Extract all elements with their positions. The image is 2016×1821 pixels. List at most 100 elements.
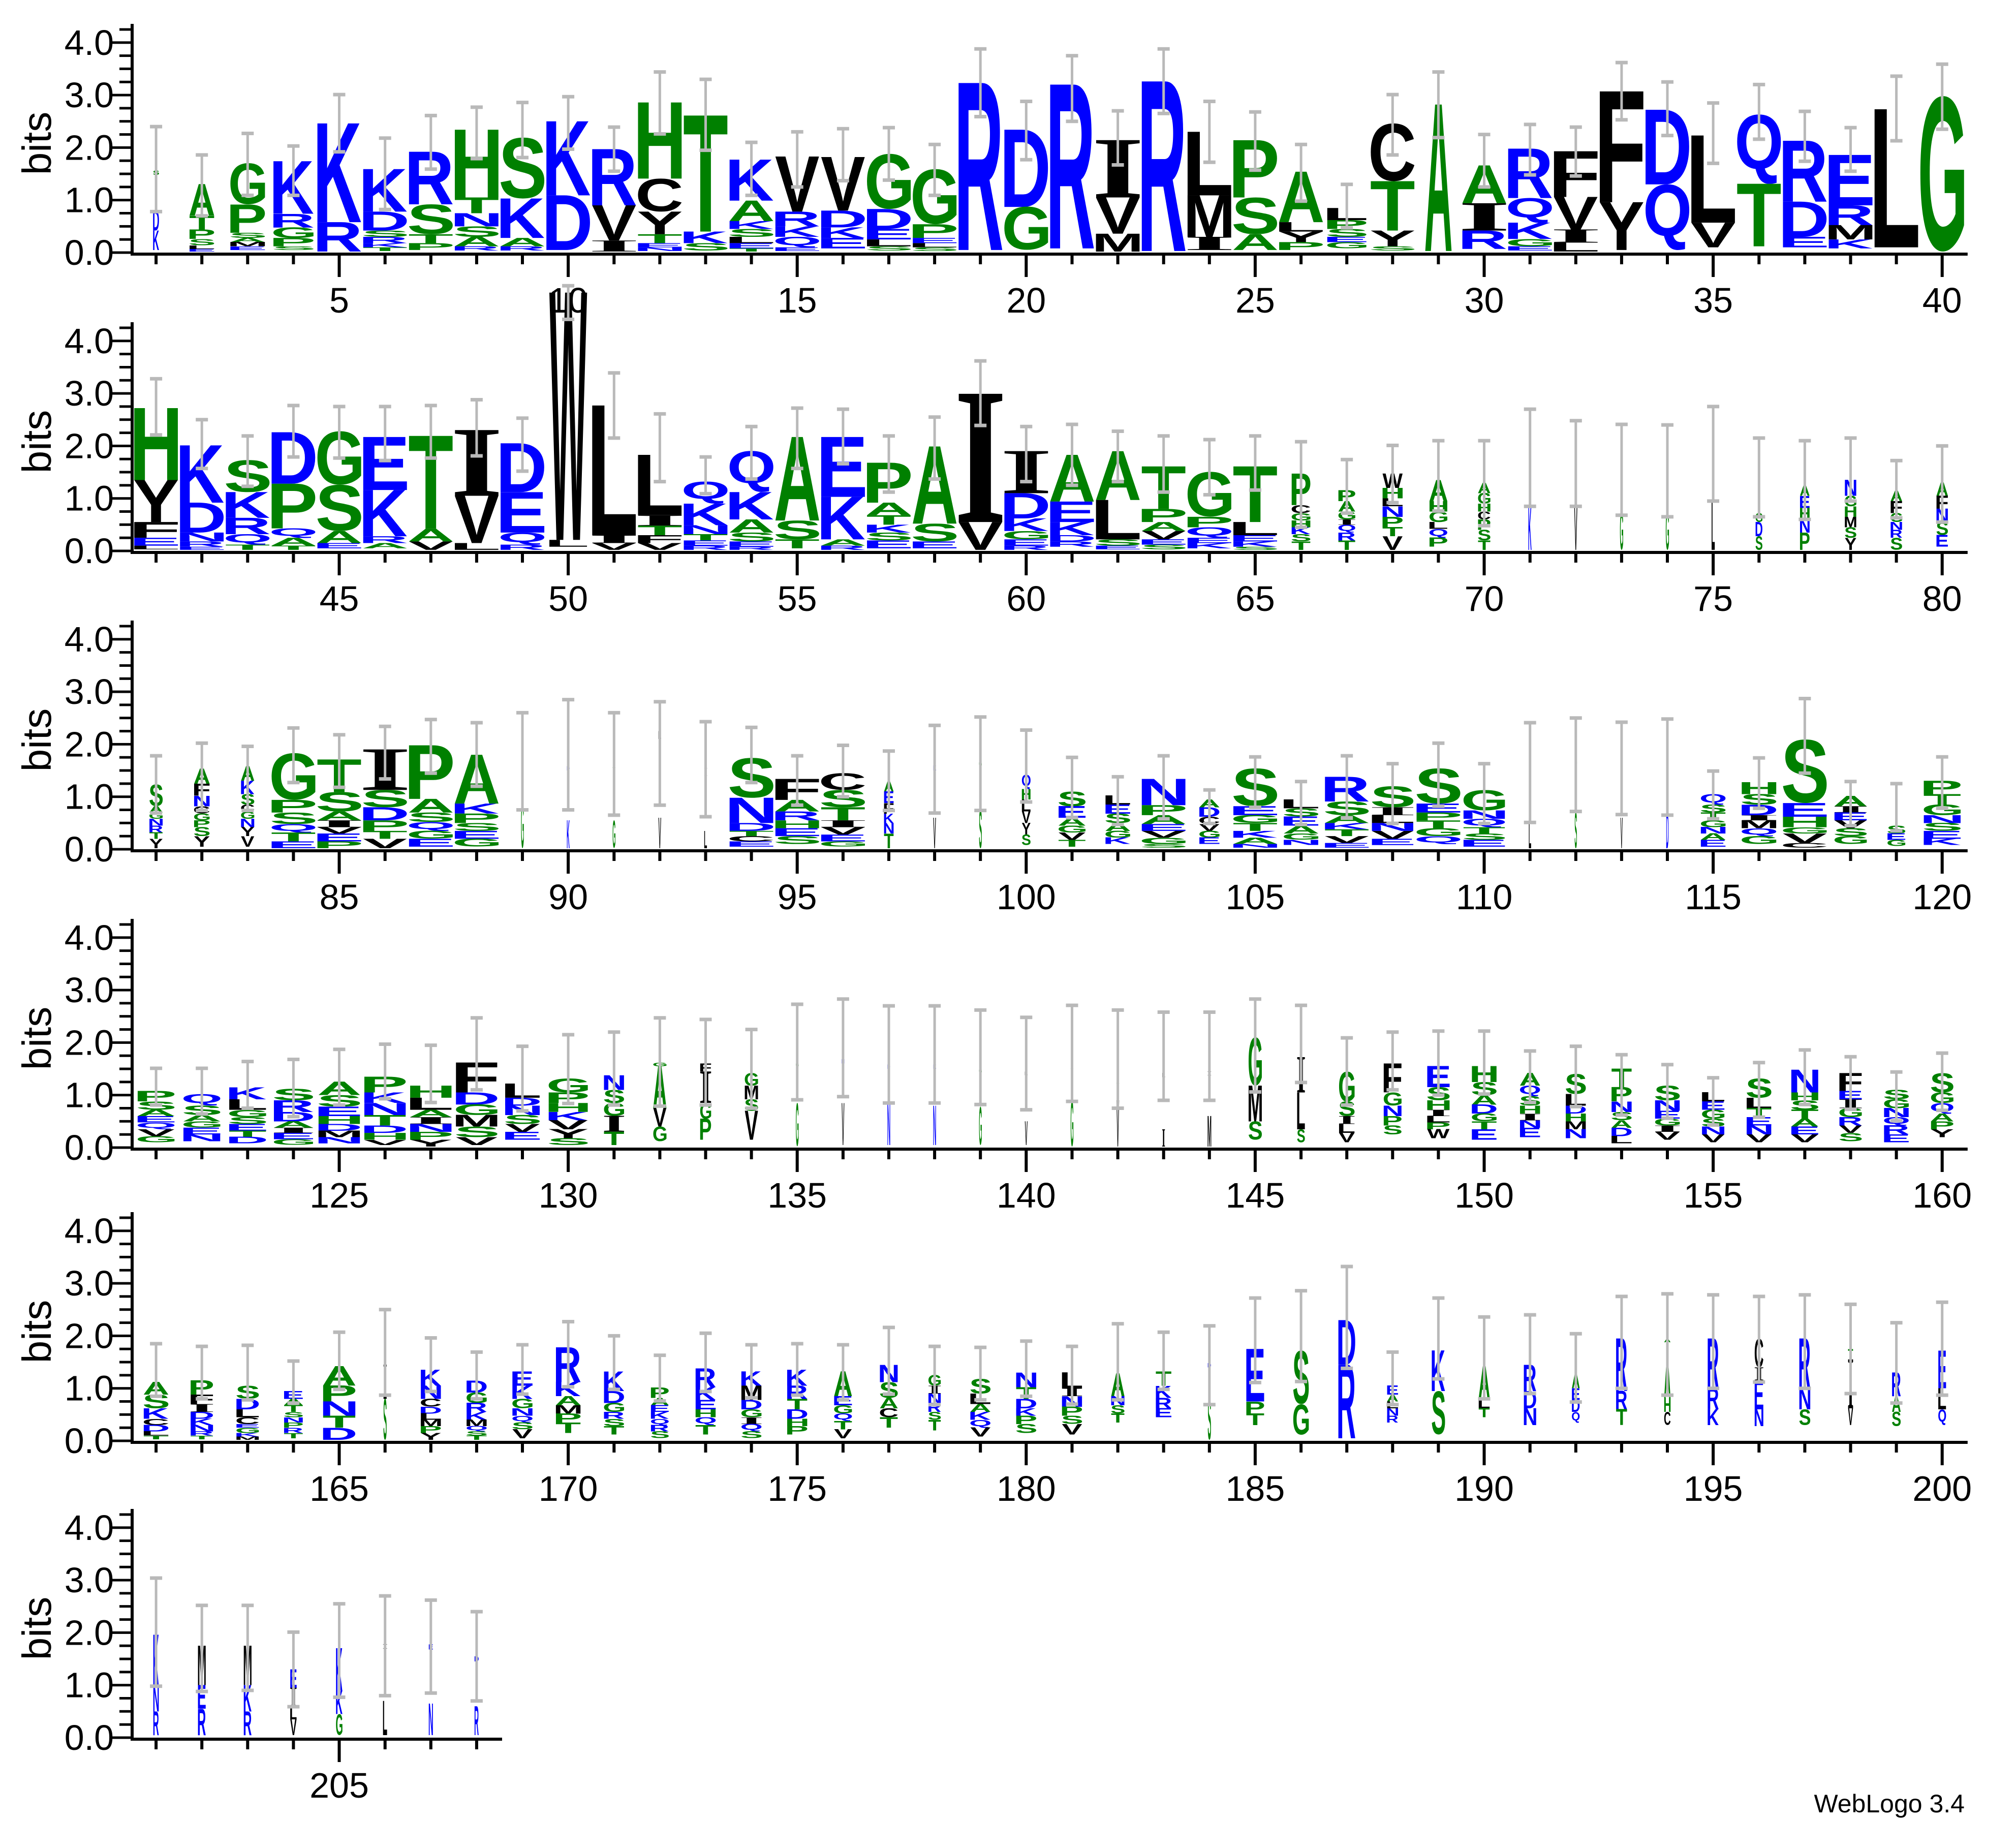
svg-text:G: G	[1231, 813, 1281, 825]
svg-text:N: N	[175, 530, 228, 544]
svg-text:S: S	[650, 1430, 670, 1440]
svg-text:S: S	[865, 245, 914, 252]
svg-text:R: R	[1045, 34, 1095, 299]
svg-text:P: P	[1183, 514, 1234, 531]
svg-text:S: S	[1297, 1126, 1306, 1147]
svg-text:L: L	[632, 436, 684, 534]
svg-text:R: R	[405, 136, 454, 221]
svg-text:G: G	[227, 1108, 270, 1120]
svg-text:E: E	[724, 840, 776, 848]
svg-text:S: S	[1110, 1403, 1125, 1416]
svg-text:K: K	[221, 484, 270, 526]
svg-text:Q: Q	[1185, 525, 1234, 538]
svg-text:L: L	[1228, 518, 1280, 539]
svg-text:2.0: 2.0	[65, 1023, 114, 1062]
svg-text:T: T	[1246, 1410, 1264, 1429]
svg-text:135: 135	[767, 1176, 827, 1215]
svg-text:K: K	[1014, 1406, 1037, 1418]
svg-text:R: R	[269, 210, 315, 232]
svg-text:T: T	[637, 523, 683, 538]
svg-text:R: R	[282, 1426, 303, 1435]
svg-text:D: D	[1000, 485, 1051, 527]
svg-text:E: E	[693, 1397, 717, 1412]
svg-text:0.0: 0.0	[65, 1421, 114, 1461]
svg-text:K: K	[567, 812, 570, 857]
svg-text:H: H	[770, 818, 824, 830]
svg-text:S: S	[1891, 1408, 1901, 1431]
svg-text:G: G	[653, 1123, 668, 1146]
svg-text:V: V	[454, 481, 499, 558]
svg-text:4.0: 4.0	[65, 620, 114, 659]
svg-text:G: G	[796, 1091, 799, 1159]
svg-text:A: A	[1232, 230, 1279, 255]
svg-text:K: K	[1229, 829, 1278, 840]
svg-text:L: L	[724, 235, 776, 245]
svg-text:R: R	[1386, 1413, 1399, 1425]
svg-text:K: K	[1528, 492, 1532, 564]
svg-text:R: R	[1320, 769, 1370, 809]
svg-text:S: S	[1231, 546, 1280, 551]
svg-text:3.0: 3.0	[65, 75, 114, 115]
svg-text:E: E	[633, 242, 685, 249]
svg-text:G: G	[1699, 818, 1728, 829]
svg-text:M: M	[234, 1436, 261, 1441]
svg-text:V: V	[592, 194, 636, 252]
svg-text:100: 100	[997, 877, 1056, 917]
svg-text:I: I	[739, 1415, 764, 1427]
svg-text:R: R	[189, 1430, 214, 1437]
svg-text:G: G	[407, 828, 457, 841]
svg-text:0.0: 0.0	[65, 829, 114, 869]
svg-text:V: V	[1062, 1421, 1082, 1438]
svg-text:bits: bits	[14, 1300, 59, 1364]
svg-text:3.0: 3.0	[65, 1263, 114, 1303]
svg-text:E: E	[450, 828, 502, 841]
svg-text:I: I	[189, 1401, 215, 1414]
svg-text:C: C	[727, 835, 775, 843]
svg-text:G: G	[1666, 501, 1669, 561]
svg-text:A: A	[1790, 1117, 1819, 1129]
svg-text:S: S	[865, 530, 914, 543]
svg-text:G: G	[1057, 824, 1088, 835]
svg-text:T: T	[363, 1112, 406, 1129]
svg-text:K: K	[1229, 540, 1278, 548]
svg-text:K: K	[1320, 821, 1369, 831]
svg-text:S: S	[773, 834, 822, 847]
svg-text:I: I	[406, 1115, 456, 1126]
svg-text:L: L	[187, 244, 215, 250]
svg-text:Y: Y	[1370, 226, 1415, 251]
svg-text:V: V	[1096, 187, 1140, 245]
svg-text:G: G	[181, 1120, 224, 1130]
svg-text:90: 90	[548, 877, 588, 917]
svg-text:E: E	[724, 540, 776, 548]
svg-text:G: G	[1886, 838, 1907, 848]
svg-text:E: E	[1754, 1372, 1764, 1419]
svg-text:Q: Q	[466, 1425, 488, 1432]
svg-text:K: K	[313, 92, 362, 253]
svg-text:K: K	[359, 476, 408, 551]
svg-text:Q: Q	[773, 234, 822, 248]
svg-text:S: S	[1231, 187, 1280, 245]
svg-text:N: N	[933, 1093, 936, 1157]
svg-text:G: G	[1383, 1089, 1403, 1109]
svg-text:V: V	[1702, 1132, 1725, 1145]
svg-text:S: S	[383, 1387, 387, 1452]
svg-text:E: E	[1778, 234, 1829, 251]
svg-text:Y: Y	[1599, 187, 1645, 265]
svg-text:2.0: 2.0	[65, 128, 114, 167]
svg-text:Q: Q	[498, 530, 547, 545]
svg-text:E: E	[1091, 545, 1142, 551]
svg-text:K: K	[1000, 514, 1049, 535]
svg-text:H: H	[785, 1416, 810, 1429]
svg-text:T: T	[143, 1435, 169, 1441]
svg-text:V: V	[821, 825, 865, 837]
svg-text:S: S	[1207, 1387, 1211, 1452]
svg-text:L: L	[1091, 488, 1142, 552]
svg-text:V: V	[241, 833, 255, 850]
svg-text:E: E	[129, 536, 181, 548]
svg-text:170: 170	[539, 1469, 598, 1508]
svg-text:205: 205	[309, 1766, 369, 1805]
svg-text:I: I	[634, 511, 686, 529]
svg-text:T: T	[1338, 538, 1355, 553]
svg-text:N: N	[320, 1397, 359, 1420]
svg-text:E: E	[862, 226, 914, 242]
